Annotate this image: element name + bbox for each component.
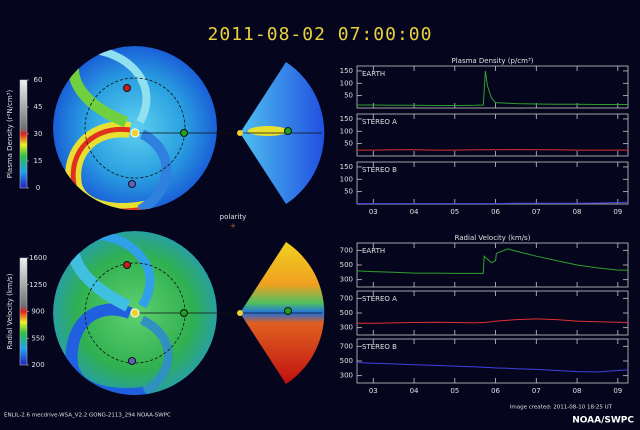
x-tick-label: 05 <box>450 208 459 216</box>
y-tick-label: 500 <box>340 261 353 269</box>
x-tick-label: 03 <box>369 387 378 395</box>
colorbar-label: Plasma Density (r²N/cm³) <box>6 89 14 178</box>
footer-left: ENLIL-2.6 mecdrive-WSA_V2.2 GONG-2113_29… <box>4 413 171 419</box>
colorbar-tick-label: 45 <box>34 103 43 111</box>
y-tick-label: 150 <box>340 115 353 123</box>
polarity-label: polarity <box>220 213 247 221</box>
x-tick-label: 06 <box>491 208 500 216</box>
y-tick-label: 500 <box>340 357 353 365</box>
colorbar-tick-label: 1600 <box>29 254 47 262</box>
series-line <box>356 362 629 373</box>
panel-label: STEREO B <box>362 343 397 351</box>
sun <box>130 128 140 138</box>
series-line <box>356 248 628 274</box>
y-tick-label: 150 <box>340 67 353 75</box>
series-line <box>357 70 628 106</box>
panel-label: EARTH <box>362 247 385 255</box>
panel-label: STEREO A <box>362 118 397 126</box>
series-line <box>357 318 629 324</box>
stereo-b <box>128 180 136 188</box>
panel-frame <box>356 290 629 336</box>
earth <box>180 129 188 137</box>
stereo-a <box>123 84 131 92</box>
chart-title: Radial Velocity (km/s) <box>455 234 531 242</box>
sun <box>237 310 243 316</box>
colorbar-tick-label: 0 <box>36 184 40 192</box>
x-tick-label: 04 <box>410 208 419 216</box>
x-tick-label: 04 <box>410 387 419 395</box>
earth <box>180 309 188 317</box>
panel-frame <box>356 338 629 384</box>
stereo-b <box>128 357 136 365</box>
brand: NOAA/SWPC <box>572 416 634 426</box>
panel-label: STEREO A <box>362 295 397 303</box>
chart-title: Plasma Density (p/cm³) <box>451 57 533 65</box>
orbit <box>84 77 186 179</box>
y-tick-label: 100 <box>340 175 353 183</box>
page-title: 2011-08-02 07:00:00 <box>208 24 433 45</box>
series-line <box>357 201 629 204</box>
y-tick-label: 100 <box>340 127 353 135</box>
x-tick-label: 07 <box>532 208 541 216</box>
sun <box>130 308 140 318</box>
y-tick-label: 700 <box>340 342 353 350</box>
panel-frame <box>356 242 629 288</box>
colorbar-tick-label: 1250 <box>29 281 47 289</box>
y-tick-label: 300 <box>340 324 353 332</box>
x-tick-label: 09 <box>613 208 622 216</box>
earth <box>284 307 292 315</box>
x-tick-label: 09 <box>613 387 622 395</box>
x-tick-label: 08 <box>573 208 582 216</box>
y-tick-label: 100 <box>340 79 353 87</box>
colorbar-label: Radial Velocity (km/s) <box>6 273 14 349</box>
colorbar-tick-label: 30 <box>34 130 43 138</box>
x-tick-label: 03 <box>369 208 378 216</box>
y-tick-label: 700 <box>340 246 353 254</box>
colorbar-tick-label: 15 <box>34 157 43 165</box>
earth <box>284 127 292 135</box>
x-tick-label: 05 <box>450 387 459 395</box>
wedge-feature <box>248 126 288 136</box>
y-tick-label: 50 <box>344 140 353 148</box>
colorbar <box>19 257 28 366</box>
y-tick-label: 300 <box>340 276 353 284</box>
colorbar-tick-label: 200 <box>31 361 44 369</box>
y-tick-label: 500 <box>340 309 353 317</box>
x-tick-label: 06 <box>491 387 500 395</box>
panel-frame <box>356 113 629 157</box>
panel-frame <box>356 65 629 109</box>
sun <box>237 130 243 136</box>
panel-frame <box>356 161 629 205</box>
y-tick-label: 50 <box>344 188 353 196</box>
y-tick-label: 300 <box>340 372 353 380</box>
panel-label: STEREO B <box>362 166 397 174</box>
y-tick-label: 50 <box>344 92 353 100</box>
polarity-mark: + <box>230 222 236 230</box>
colorbar-tick-label: 60 <box>34 76 43 84</box>
y-tick-label: 150 <box>340 163 353 171</box>
panel-label: EARTH <box>362 70 385 78</box>
stereo-a <box>123 261 131 269</box>
y-tick-label: 700 <box>340 294 353 302</box>
series-line <box>357 149 628 151</box>
colorbar-tick-label: 550 <box>31 334 44 342</box>
colorbar <box>19 79 28 189</box>
x-tick-label: 08 <box>573 387 582 395</box>
colorbar-tick-label: 900 <box>31 308 44 316</box>
footer-right: Image created: 2011-08-10 18:25 UT <box>510 405 613 411</box>
x-tick-label: 07 <box>532 387 541 395</box>
